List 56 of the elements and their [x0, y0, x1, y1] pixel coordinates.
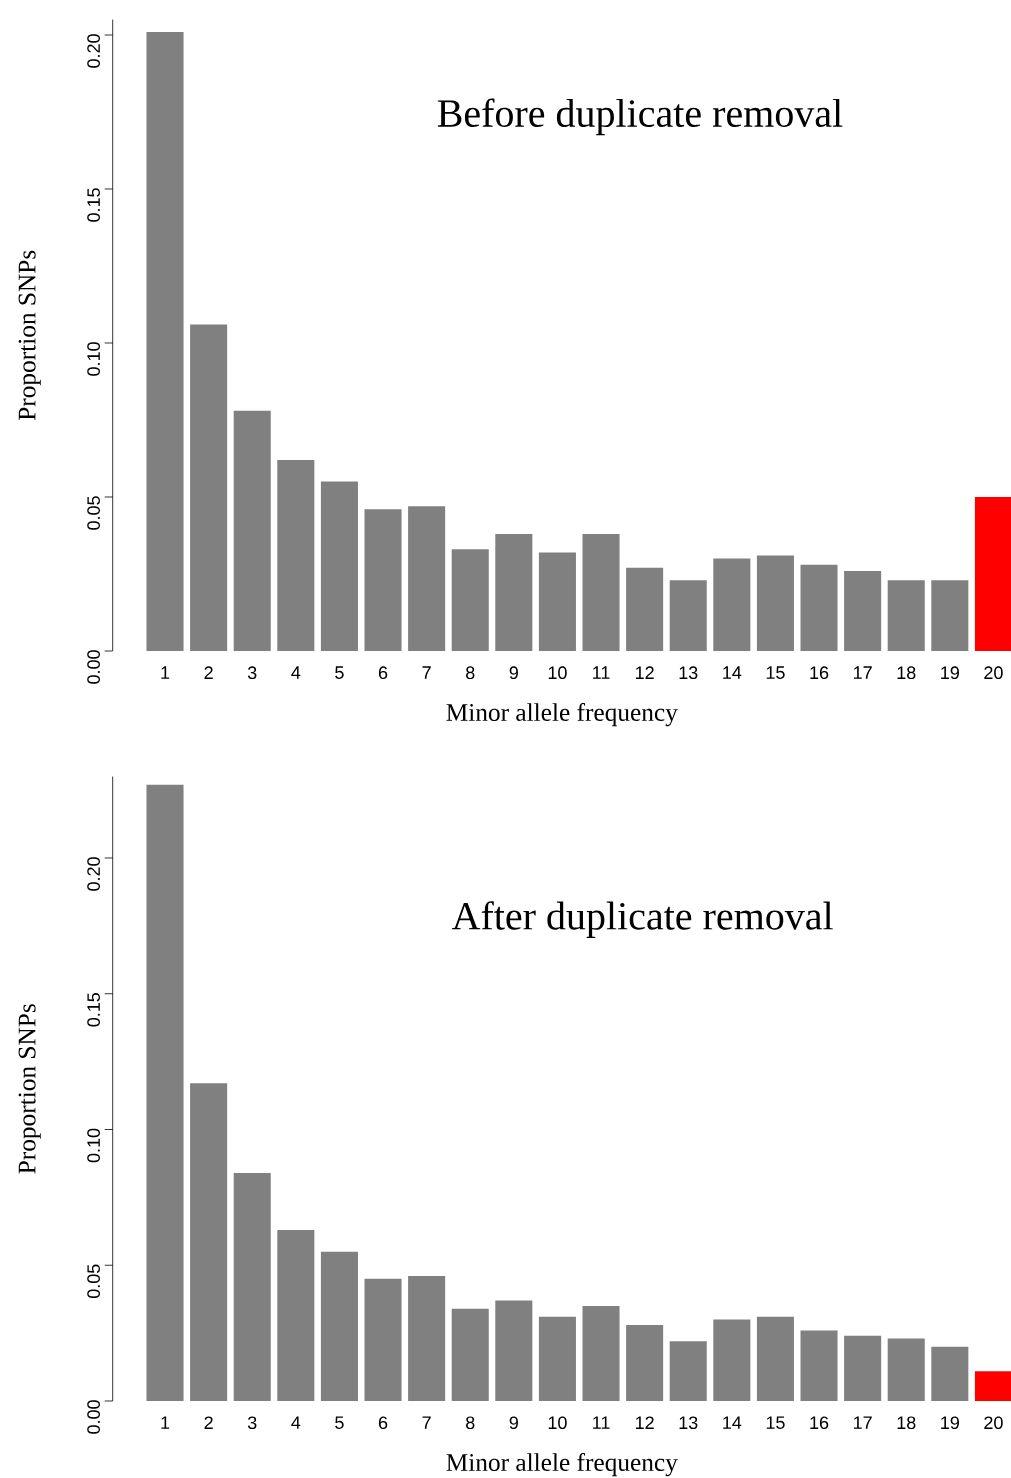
x-tick-label: 4	[291, 666, 301, 679]
x-tick-label: 20	[984, 1416, 1003, 1430]
x-axis-title: Minor allele frequency	[446, 1452, 678, 1477]
x-tick-label: 5	[335, 666, 344, 679]
x-tick-label: 11	[593, 1416, 610, 1429]
x-tick-label: 20	[984, 666, 1003, 680]
x-tick-label: 4	[291, 1416, 301, 1429]
x-tick-label: 7	[422, 666, 431, 679]
x-tick-label: 2	[204, 666, 213, 679]
x-tick-label: 2	[204, 1416, 213, 1429]
y-tick-label: 0.10	[87, 342, 100, 376]
x-tick-label: 10	[548, 1416, 567, 1430]
x-tick-label: 16	[810, 666, 829, 680]
y-tick-label: 0.15	[87, 188, 100, 222]
x-tick-label: 12	[636, 666, 654, 679]
x-tick-label: 8	[465, 1416, 475, 1430]
x-tick-label: 9	[509, 1416, 518, 1430]
x-tick-label: 3	[247, 666, 257, 680]
x-tick-label: 14	[723, 1416, 742, 1429]
x-tick-label: 17	[854, 666, 872, 679]
x-tick-label: 7	[422, 1416, 431, 1429]
x-tick-label: 11	[593, 666, 610, 679]
y-axis-title: Proportion SNPs	[18, 250, 41, 421]
x-tick-label: 19	[941, 1416, 959, 1430]
x-tick-label: 15	[766, 666, 785, 679]
x-tick-label: 10	[548, 666, 567, 680]
text: After duplicate removal	[451, 901, 833, 938]
x-tick-label: 1	[161, 1416, 170, 1429]
y-tick-label: 0.20	[87, 857, 100, 891]
y-axis-title: Proportion SNPs	[18, 1004, 41, 1174]
x-tick-label: 1	[161, 666, 170, 679]
y-tick-label: 0.10	[87, 1128, 100, 1163]
y-tick-label: 0.05	[87, 496, 100, 530]
x-tick-label: 3	[247, 1416, 257, 1430]
y-tick-label: 0.20	[87, 34, 100, 68]
x-tick-label: 13	[679, 666, 698, 680]
text: Before duplicate removal	[437, 98, 843, 136]
x-axis-title: Minor allele frequency	[446, 702, 678, 727]
x-tick-label: 18	[897, 666, 916, 680]
x-tick-label: 8	[465, 666, 475, 680]
x-tick-label: 16	[810, 1416, 829, 1430]
x-tick-label: 13	[679, 1416, 698, 1430]
y-tick-label: 0.00	[87, 1400, 100, 1434]
x-tick-label: 6	[378, 1416, 388, 1430]
x-tick-label: 15	[766, 1416, 785, 1429]
x-tick-label: 9	[509, 666, 518, 680]
y-tick-label: 0.05	[87, 1264, 100, 1299]
x-tick-label: 18	[897, 1416, 916, 1430]
x-tick-label: 19	[941, 666, 959, 680]
y-tick-label: 0.15	[87, 992, 100, 1027]
x-tick-label: 6	[378, 666, 388, 680]
x-tick-label: 17	[854, 1416, 872, 1429]
x-tick-label: 14	[723, 666, 742, 679]
y-tick-label: 0.00	[87, 650, 100, 684]
x-tick-label: 5	[335, 1416, 344, 1429]
x-tick-label: 12	[636, 1416, 654, 1429]
